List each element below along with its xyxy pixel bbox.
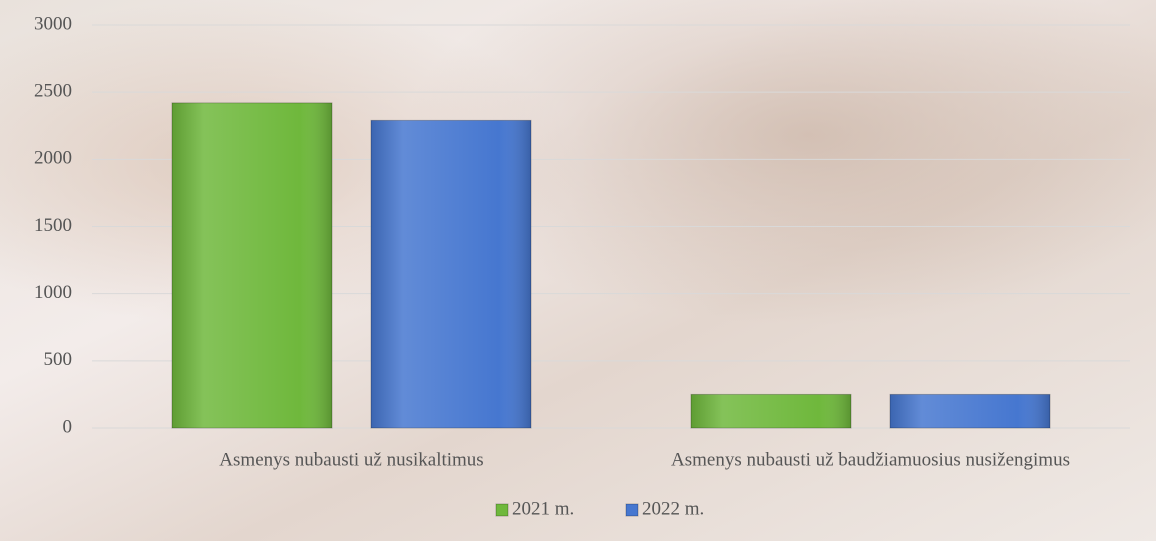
bar: [370, 119, 532, 429]
y-tick-label: 2000: [34, 148, 72, 169]
bar: [690, 393, 852, 429]
y-tick-label: 1500: [34, 215, 72, 236]
bar: [171, 102, 333, 429]
y-tick-label: 3000: [34, 13, 72, 34]
y-tick-label: 500: [44, 349, 73, 370]
legend-swatch: [495, 503, 509, 517]
x-tick-label: Asmenys nubausti už nusikaltimus: [219, 449, 483, 470]
y-tick-label: 2500: [34, 81, 72, 102]
x-tick-label: Asmenys nubausti už baudžiamuosius nusiž…: [671, 449, 1070, 470]
legend-label: 2021 m.: [512, 498, 574, 519]
y-tick-label: 1000: [34, 282, 72, 303]
legend-label: 2022 m.: [642, 498, 704, 519]
legend-swatch: [625, 503, 639, 517]
bar: [889, 393, 1051, 429]
y-tick-label: 0: [63, 416, 73, 437]
